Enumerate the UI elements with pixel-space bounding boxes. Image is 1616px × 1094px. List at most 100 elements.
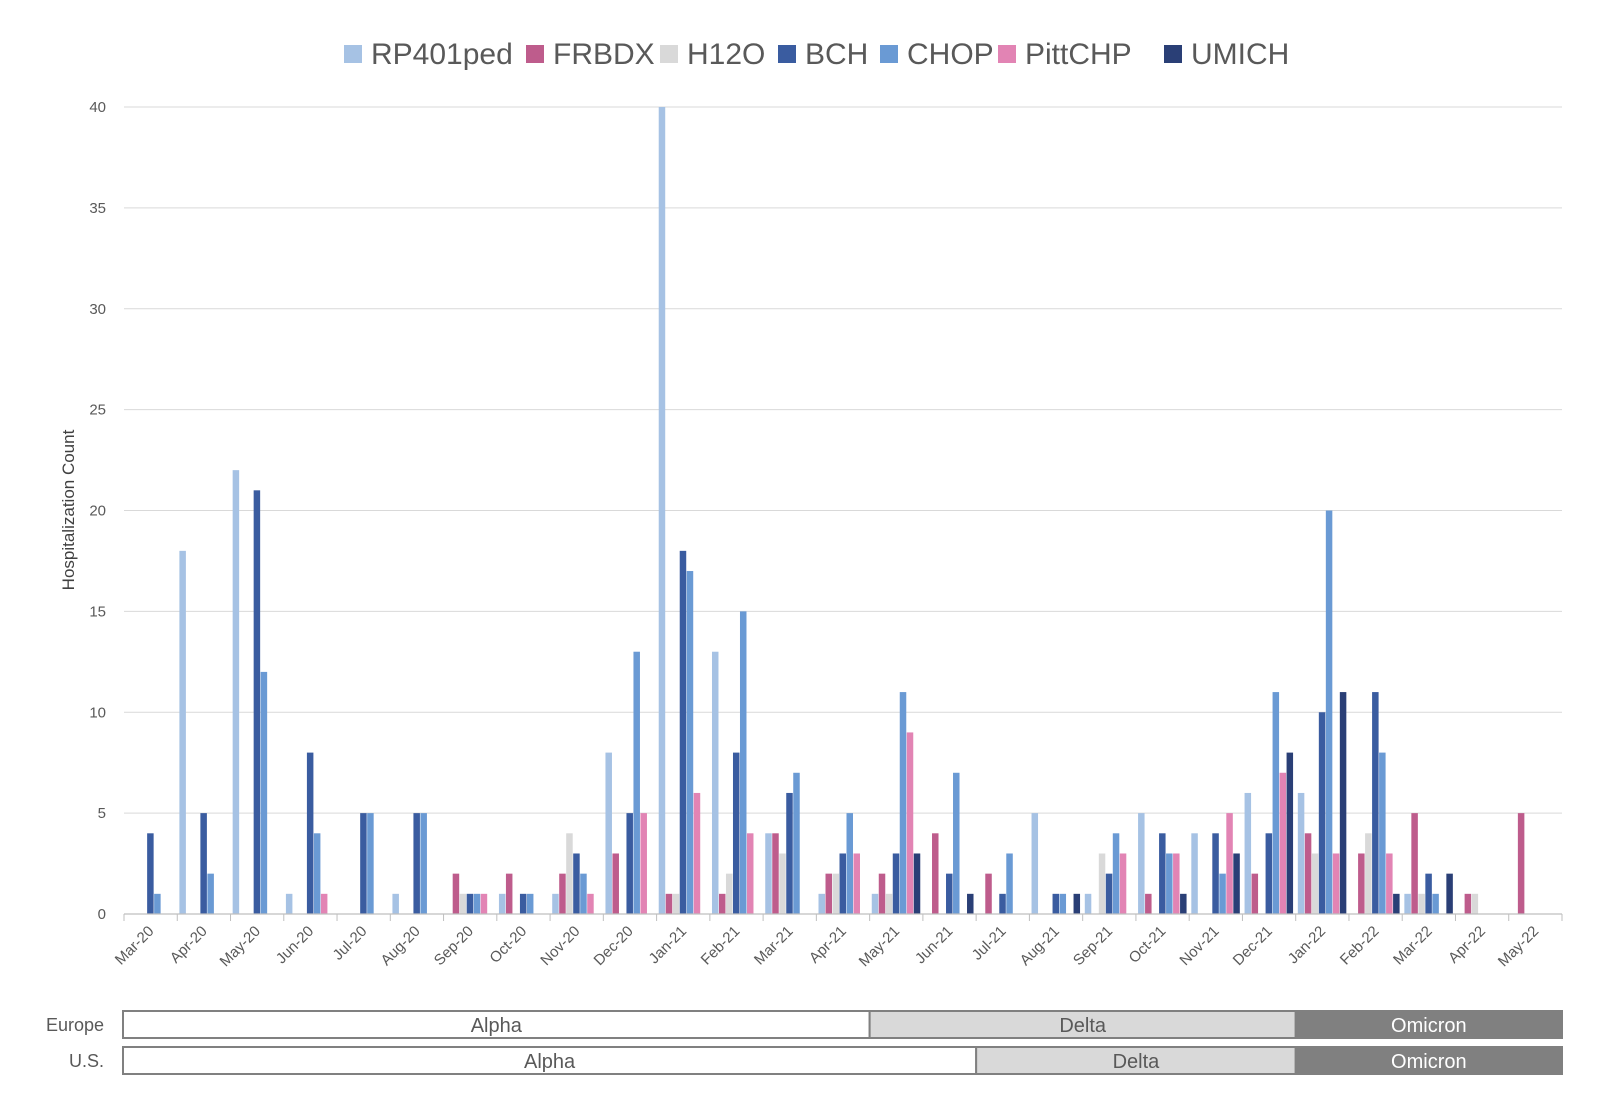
legend-label: FRBDX — [553, 38, 655, 71]
bar-umich-aug-21 — [1073, 893, 1081, 914]
y-axis-title: Hospitalization Count — [59, 429, 78, 590]
bar-chop-oct-21 — [1166, 853, 1173, 914]
legend: RP401ped FRBDX H12O BCH CHOP PittCHP UMICH — [344, 38, 1289, 71]
band-segment — [1294, 1046, 1563, 1075]
x-tick-label: Apr-22 — [1445, 923, 1489, 967]
bar-rp401ped-jan-22 — [1297, 792, 1305, 914]
band-segment — [1294, 1010, 1563, 1039]
bar-bch-sep-20 — [466, 893, 474, 914]
x-tick-label: Jan-22 — [1285, 923, 1329, 967]
bar-rp401ped-mar-22 — [1404, 893, 1411, 914]
bar-chop-may-20 — [260, 671, 268, 914]
x-tick-label: Aug-20 — [378, 923, 424, 969]
bar-chop-jun-21 — [953, 772, 960, 914]
legend-label: CHOP — [907, 38, 994, 71]
bar-umich-jun-21 — [967, 893, 974, 914]
bar-rp401ped-sep-21 — [1084, 893, 1092, 914]
bar-umich-nov-21 — [1233, 853, 1240, 914]
bar-rp401ped-dec-20 — [605, 752, 612, 914]
bar-frbdx-jun-21 — [932, 833, 939, 914]
band-segment-label: Alpha — [524, 1051, 576, 1073]
bar-chop-jan-21 — [686, 571, 694, 914]
x-tick-label: Sep-20 — [431, 923, 477, 969]
x-tick-label: Feb-21 — [698, 923, 744, 969]
y-tick-label: 35 — [89, 200, 106, 217]
bar-umich-oct-21 — [1180, 893, 1187, 914]
x-tick-label: Aug-21 — [1017, 923, 1063, 969]
legend-label: BCH — [805, 38, 868, 71]
band-segment — [122, 1010, 871, 1039]
y-tick-label: 5 — [98, 805, 106, 822]
y-tick-label: 40 — [89, 99, 106, 116]
bar-h12o-may-21 — [885, 893, 893, 914]
bar-chop-jul-21 — [1006, 853, 1013, 914]
bar-rp401ped-nov-20 — [552, 893, 559, 914]
x-tick-label: Nov-20 — [537, 923, 583, 969]
legend-swatch — [660, 45, 678, 63]
bar-chop-aug-20 — [420, 813, 427, 915]
bar-bch-apr-21 — [839, 853, 846, 914]
bar-chop-mar-21 — [793, 772, 800, 914]
bar-rp401ped-may-20 — [232, 470, 240, 914]
bar-frbdx-feb-22 — [1358, 853, 1365, 914]
y-tick-label: 20 — [89, 503, 106, 520]
bar-bch-apr-20 — [200, 813, 207, 915]
bar-bch-aug-20 — [413, 813, 420, 915]
x-tick-label: Jan-21 — [646, 923, 690, 967]
bar-rp401ped-apr-21 — [818, 893, 825, 914]
x-tick-label: Feb-22 — [1337, 923, 1383, 969]
bar-chop-mar-20 — [154, 893, 161, 914]
bar-pittchp-nov-21 — [1226, 813, 1233, 915]
bar-chop-nov-21 — [1219, 873, 1226, 914]
bar-bch-mar-20 — [147, 833, 154, 914]
bar-bch-nov-21 — [1212, 833, 1219, 914]
x-tick-label: May-22 — [1495, 923, 1542, 970]
bar-chop-jul-20 — [367, 813, 374, 915]
legend-swatch — [778, 45, 796, 63]
bar-pittchp-oct-21 — [1173, 853, 1180, 914]
bar-frbdx-feb-21 — [718, 893, 726, 914]
x-axis: Mar-20 Apr-20 May-20 Jun-20 Jul-20 Aug-20 Sep-… — [112, 913, 1563, 970]
x-tick-label: Jun-21 — [912, 923, 956, 967]
bar-h12o-sep-21 — [1098, 853, 1106, 914]
x-tick-label: Oct-21 — [1126, 923, 1170, 967]
bar-rp401ped-apr-20 — [179, 550, 186, 914]
bar-pittchp-sep-21 — [1119, 853, 1127, 914]
legend-label: PittCHP — [1025, 38, 1132, 71]
band-segment-label: Delta — [1113, 1051, 1161, 1073]
y-tick-label: 15 — [89, 603, 106, 620]
bar-chop-apr-21 — [846, 813, 853, 915]
bar-umich-feb-22 — [1393, 893, 1400, 914]
x-tick-label: Nov-21 — [1176, 923, 1222, 969]
bar-rp401ped-nov-21 — [1191, 833, 1198, 914]
bar-h12o-jan-22 — [1311, 853, 1319, 914]
bar-pittchp-apr-21 — [853, 853, 860, 914]
band-segment — [122, 1046, 978, 1075]
bar-pittchp-jan-22 — [1332, 853, 1340, 914]
x-tick-label: May-21 — [856, 923, 903, 970]
bar-bch-oct-20 — [519, 893, 527, 914]
legend-swatch — [344, 45, 362, 63]
bar-bch-nov-20 — [573, 853, 580, 914]
x-tick-label: Mar-21 — [751, 923, 797, 969]
bar-bch-may-20 — [253, 490, 261, 914]
bar-rp401ped-may-21 — [871, 893, 879, 914]
legend-swatch — [1164, 45, 1182, 63]
bar-rp401ped-aug-20 — [392, 893, 399, 914]
bar-umich-mar-22 — [1446, 873, 1453, 914]
bar-bch-feb-22 — [1372, 692, 1379, 914]
bar-bch-jan-21 — [679, 550, 687, 914]
bar-umich-may-21 — [913, 853, 921, 914]
y-axis: 0 5 10 15 20 25 30 35 40 — [89, 99, 106, 923]
band-row-label: Europe — [46, 1015, 104, 1035]
bar-frbdx-may-21 — [878, 873, 886, 914]
bar-rp401ped-aug-21 — [1031, 813, 1039, 915]
bar-rp401ped-jun-20 — [285, 893, 293, 914]
bar-bch-dec-21 — [1265, 833, 1273, 914]
legend-swatch — [526, 45, 544, 63]
bar-bch-oct-21 — [1159, 833, 1166, 914]
bar-bch-sep-21 — [1105, 873, 1113, 914]
x-tick-label: Mar-20 — [112, 923, 158, 969]
band-segment — [868, 1010, 1297, 1039]
bar-pittchp-nov-20 — [587, 893, 594, 914]
